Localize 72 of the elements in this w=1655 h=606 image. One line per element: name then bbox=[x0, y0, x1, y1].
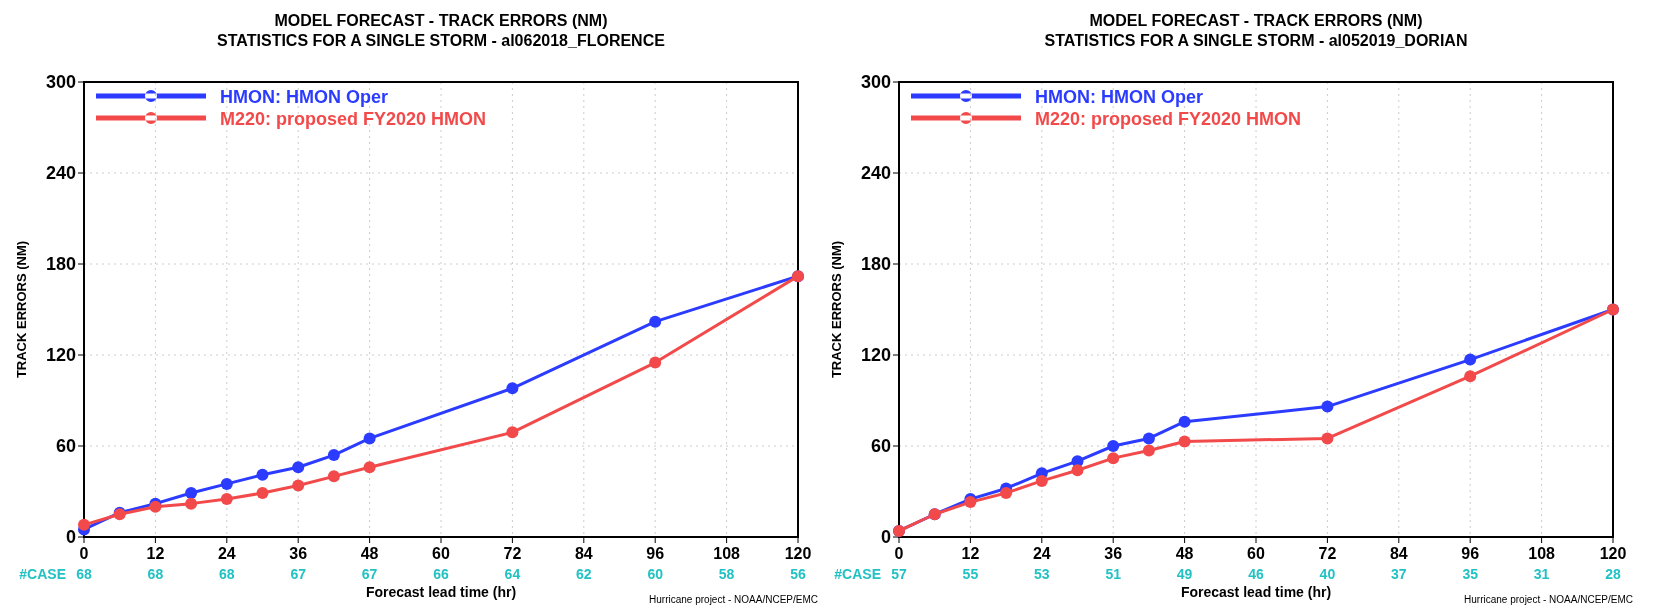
x-tick-label: 108 bbox=[713, 545, 741, 562]
x-tick-label: 108 bbox=[1528, 545, 1556, 562]
text: 35 bbox=[1462, 566, 1479, 582]
x-tick-label: 24 bbox=[1032, 545, 1051, 562]
text: 56 bbox=[790, 566, 806, 582]
text: 68 bbox=[76, 566, 92, 582]
x-tick-label: 84 bbox=[1389, 545, 1408, 562]
x-tick-label: 120 bbox=[784, 545, 812, 562]
text: Hurricane project - NOAA/NCEP/EMC bbox=[1464, 594, 1633, 605]
text: 57 bbox=[891, 566, 907, 582]
text: 60 bbox=[647, 566, 664, 582]
text: M220: proposed FY2020 HMON bbox=[1035, 109, 1302, 129]
y-tick-label: 60 bbox=[55, 436, 76, 456]
text: 53 bbox=[1034, 566, 1050, 582]
x-tick-label: 12 bbox=[961, 545, 980, 562]
x-tick-label: 0 bbox=[894, 545, 904, 562]
text: 64 bbox=[504, 566, 521, 582]
x-axis-title: Forecast lead time (hr) bbox=[365, 584, 517, 600]
text: HMON: HMON Oper bbox=[1035, 87, 1203, 107]
x-tick-label: 72 bbox=[503, 545, 522, 562]
text: 31 bbox=[1533, 566, 1550, 582]
text: #CASE bbox=[19, 566, 66, 582]
text: 58 bbox=[718, 566, 735, 582]
x-tick-label: 60 bbox=[432, 545, 450, 562]
y-tick-label: 0 bbox=[880, 527, 891, 547]
y-tick-label: 60 bbox=[870, 436, 891, 456]
text: 66 bbox=[433, 566, 449, 582]
x-tick-label: 120 bbox=[1599, 545, 1627, 562]
text: 62 bbox=[576, 566, 592, 582]
y-tick-label: 180 bbox=[45, 254, 76, 274]
text: M220: proposed FY2020 HMON bbox=[220, 109, 487, 129]
text: Hurricane project - NOAA/NCEP/EMC bbox=[649, 594, 818, 605]
y-tick-label: 180 bbox=[860, 254, 891, 274]
x-tick-label: 84 bbox=[574, 545, 593, 562]
text: 67 bbox=[290, 566, 307, 582]
text: #CASE bbox=[834, 566, 881, 582]
text: HMON: HMON Oper bbox=[220, 87, 388, 107]
x-tick-label: 24 bbox=[217, 545, 236, 562]
text: 40 bbox=[1319, 566, 1336, 582]
text: 46 bbox=[1248, 566, 1264, 582]
text: 67 bbox=[361, 566, 378, 582]
text: 55 bbox=[962, 566, 979, 582]
y-axis-title: TRACK ERRORS (NM) bbox=[829, 240, 844, 379]
y-tick-label: 0 bbox=[65, 527, 76, 547]
y-axis-title: TRACK ERRORS (NM) bbox=[14, 240, 29, 379]
text: 68 bbox=[147, 566, 164, 582]
y-tick-label: 120 bbox=[860, 345, 891, 365]
y-tick-label: 300 bbox=[860, 72, 891, 92]
text: 49 bbox=[1176, 566, 1193, 582]
chart-title: MODEL FORECAST - TRACK ERRORS (NM) bbox=[1089, 12, 1423, 29]
y-tick-label: 120 bbox=[45, 345, 76, 365]
text: 28 bbox=[1605, 566, 1621, 582]
chart-subtitle: STATISTICS FOR A SINGLE STORM - al062018_FLORENCE bbox=[217, 32, 666, 49]
x-tick-label: 96 bbox=[1461, 545, 1480, 562]
text: 68 bbox=[219, 566, 235, 582]
text: 37 bbox=[1391, 566, 1407, 582]
y-tick-label: 300 bbox=[45, 72, 76, 92]
x-tick-label: 48 bbox=[360, 545, 379, 562]
chart-title: MODEL FORECAST - TRACK ERRORS (NM) bbox=[274, 12, 608, 29]
x-axis-title: Forecast lead time (hr) bbox=[1180, 584, 1332, 600]
x-tick-label: 72 bbox=[1318, 545, 1337, 562]
y-tick-label: 240 bbox=[860, 163, 891, 183]
x-tick-label: 36 bbox=[1104, 545, 1123, 562]
x-tick-label: 96 bbox=[646, 545, 665, 562]
x-tick-label: 36 bbox=[289, 545, 308, 562]
y-tick-label: 240 bbox=[45, 163, 76, 183]
x-tick-label: 48 bbox=[1175, 545, 1194, 562]
x-tick-label: 12 bbox=[146, 545, 165, 562]
x-tick-label: 0 bbox=[79, 545, 89, 562]
x-tick-label: 60 bbox=[1247, 545, 1265, 562]
chart-subtitle: STATISTICS FOR A SINGLE STORM - al052019_DORIAN bbox=[1044, 32, 1468, 49]
text: 51 bbox=[1105, 566, 1122, 582]
